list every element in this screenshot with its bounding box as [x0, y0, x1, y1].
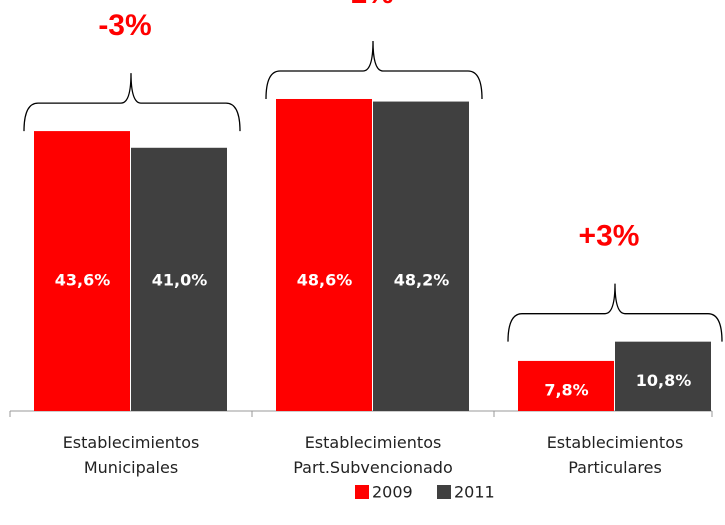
bar [615, 341, 711, 411]
x-tick-label: Establecimientos Municipales [63, 433, 200, 477]
value-label: 48,2% [394, 271, 450, 290]
annotation: +3% [579, 220, 640, 253]
value-label: 41,0% [152, 271, 208, 290]
brace [507, 283, 723, 342]
legend-label: 2011 [454, 483, 495, 502]
value-label: 10,8% [636, 371, 692, 390]
value-label: 43,6% [55, 271, 111, 290]
brace [265, 40, 483, 99]
bar [518, 360, 614, 411]
x-tick-label: Establecimientos Part.Subvencionado [293, 433, 453, 477]
bar [131, 147, 227, 411]
legend-swatch [355, 485, 369, 499]
legend-swatch [437, 485, 451, 499]
annotation: -1% [340, 0, 393, 10]
legend-label: 2009 [372, 483, 413, 502]
value-label: 48,6% [297, 271, 353, 290]
value-label: 7,8% [544, 380, 588, 399]
bar [373, 101, 469, 411]
annotation: -3% [98, 9, 151, 42]
brace [23, 73, 241, 132]
bar [276, 98, 372, 411]
x-tick-label: Establecimientos Particulares [547, 433, 684, 477]
bar [34, 131, 130, 411]
